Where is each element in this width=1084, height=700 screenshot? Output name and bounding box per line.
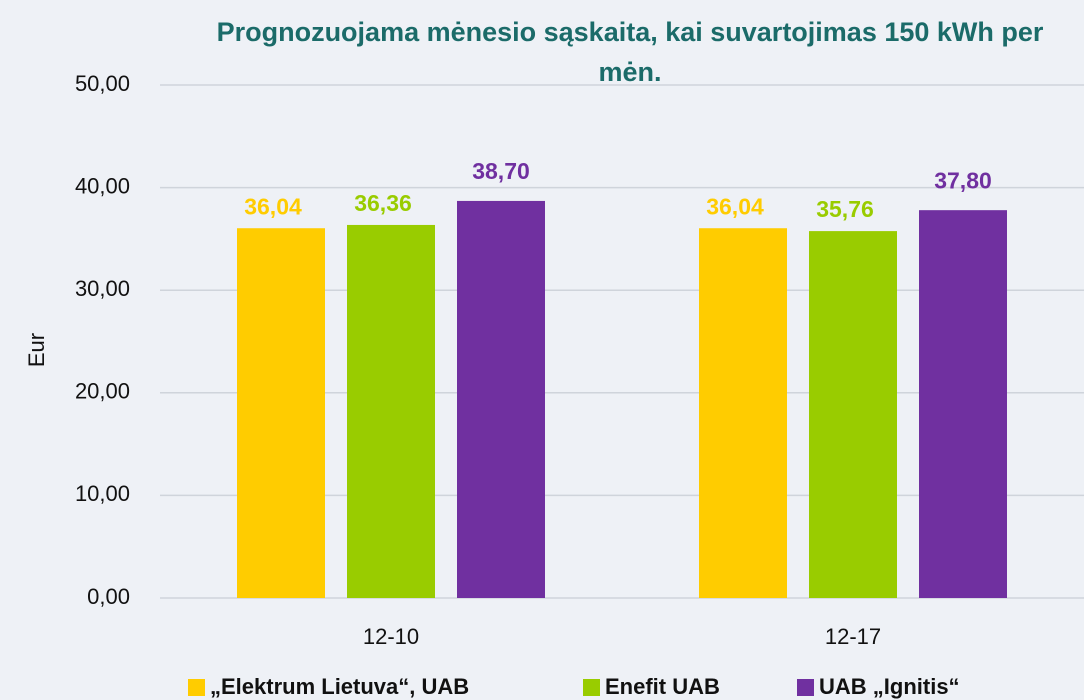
value-label: 36,04 [706,193,764,219]
bar [919,210,1007,598]
legend-label: UAB „Ignitis“ [819,674,960,699]
value-label: 36,04 [244,193,302,219]
x-tick-label: 12-17 [825,624,881,649]
y-tick-label: 50,00 [75,71,130,96]
chart-title: Prognozuojama mėnesio sąskaita, kai suva… [216,17,1044,87]
y-axis-label: Eur [24,333,49,367]
legend-swatch [583,679,600,696]
value-label: 37,80 [934,167,992,193]
y-tick-label: 10,00 [75,481,130,506]
x-tick-label: 12-10 [363,624,419,649]
value-label: 35,76 [816,196,874,222]
bar [347,224,435,598]
legend-swatch [188,679,205,696]
bar [457,200,545,599]
bar [699,228,787,598]
y-tick-label: 40,00 [75,173,130,198]
legend-swatch [797,679,814,696]
y-tick-label: 0,00 [87,584,130,609]
value-label: 38,70 [472,158,530,184]
y-tick-label: 30,00 [75,276,130,301]
legend-label: Enefit UAB [605,674,720,699]
bar [809,231,897,598]
value-label: 36,36 [354,190,412,216]
bar [237,228,325,598]
y-tick-label: 20,00 [75,379,130,404]
legend-label: „Elektrum Lietuva“, UAB [210,674,469,699]
